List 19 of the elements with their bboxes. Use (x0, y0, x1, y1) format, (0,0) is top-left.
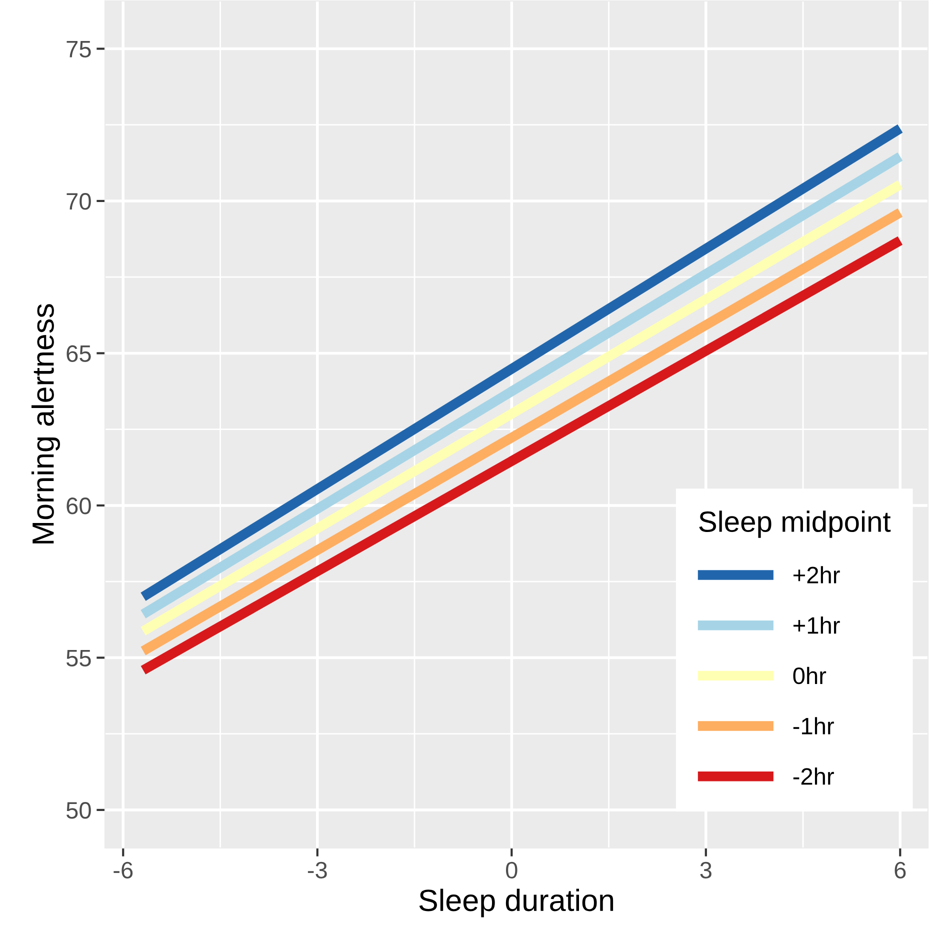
y-tick-label: 70 (66, 193, 91, 210)
y-tick-label: 55 (66, 650, 91, 666)
legend-label: -1hr (793, 717, 834, 734)
y-tick-label: 65 (66, 345, 91, 362)
legend-label: +1hr (793, 616, 840, 634)
y-tick-label: 50 (66, 802, 91, 819)
x-tick-label: 6 (894, 862, 906, 879)
legend-label: +2hr (793, 566, 840, 584)
legend-label: -2hr (793, 768, 834, 785)
y-axis-title: Morning alertness (32, 304, 60, 544)
y-tick-label: 60 (66, 498, 91, 514)
x-tick-label: -6 (114, 862, 133, 879)
y-tick-label: 75 (66, 41, 91, 58)
x-axis-title: Sleep duration (419, 888, 614, 918)
legend-title: Sleep midpoint (699, 510, 891, 538)
x-tick-label: 0 (506, 862, 518, 879)
x-tick-label: 3 (700, 862, 712, 879)
x-tick-label: -3 (308, 862, 327, 879)
legend-label: 0hr (793, 666, 826, 684)
